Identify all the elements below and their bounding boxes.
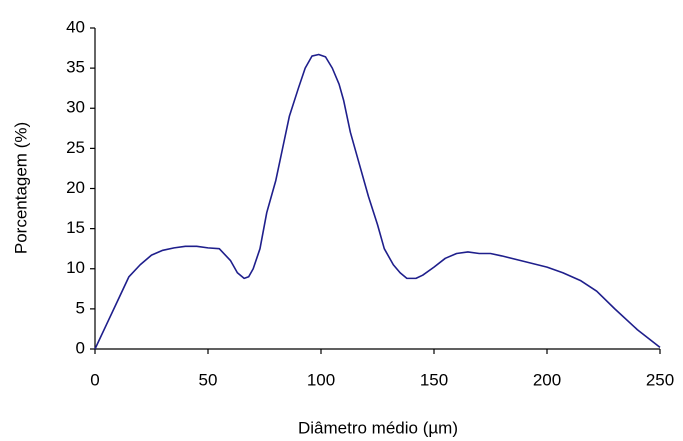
y-tick-label: 40 <box>66 17 85 36</box>
x-axis-label: Diâmetro médio (µm) <box>298 418 458 437</box>
y-tick-label: 0 <box>76 338 85 357</box>
x-tick-label: 250 <box>646 370 674 389</box>
data-line <box>94 53 661 350</box>
y-tick-label: 25 <box>66 138 85 157</box>
y-tick-label: 5 <box>76 298 85 317</box>
y-tick-label: 35 <box>66 58 85 77</box>
y-tick-label: 10 <box>66 258 85 277</box>
y-tick-label: 20 <box>66 178 85 197</box>
x-tick-label: 0 <box>90 370 99 389</box>
y-tick-label: 15 <box>66 218 85 237</box>
x-tick-label: 200 <box>533 370 561 389</box>
x-tick-label: 150 <box>420 370 448 389</box>
x-tick-label: 50 <box>199 370 218 389</box>
y-tick-label: 30 <box>66 98 85 117</box>
x-tick-label: 100 <box>307 370 335 389</box>
y-axis-label: Porcentagem (%) <box>11 122 30 254</box>
